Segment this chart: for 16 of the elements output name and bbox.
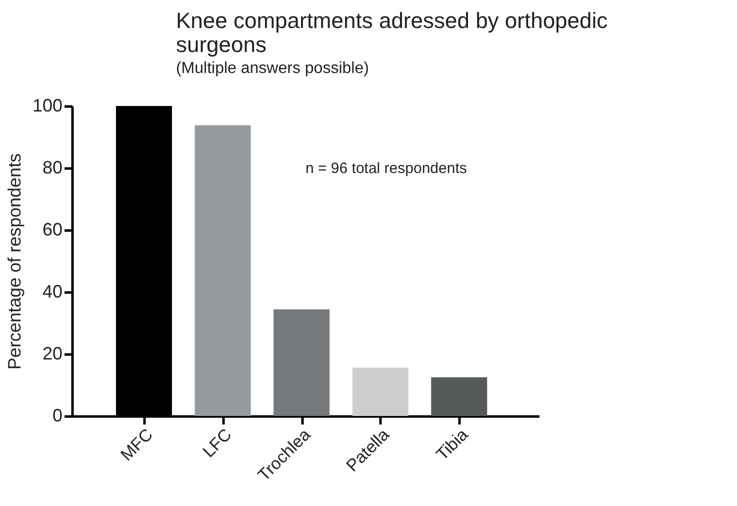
bar [274,309,330,416]
y-tick-label: 100 [32,96,62,116]
y-tick-label: 60 [42,220,62,240]
y-tick-label: 40 [42,282,62,302]
bar [431,377,488,416]
y-tick-label: 80 [42,158,62,178]
annotation: n = 96 total respondents [306,160,467,177]
y-tick-label: 20 [42,344,62,364]
chart-subtitle: (Multiple answers possible) [176,60,369,77]
x-tick-label: LFC [199,425,236,462]
bar [352,368,408,416]
chart-title: Knee compartments adressed by orthopedic surgeons [176,8,608,57]
x-tick-label: Tibia [432,424,472,464]
y-axis-title: Percentage of respondents [4,153,24,370]
y-tick-label: 0 [52,406,62,426]
bar [194,125,251,416]
